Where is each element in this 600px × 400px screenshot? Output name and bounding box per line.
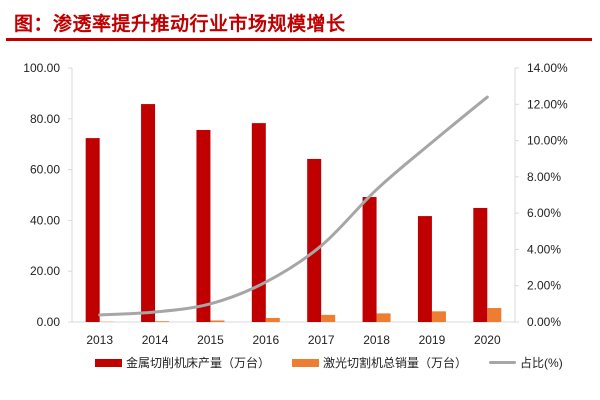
x-tick-label: 2019 [419, 333, 446, 347]
x-tick-label: 2018 [363, 333, 390, 347]
bar-metal-cutting [417, 216, 432, 322]
x-tick-label: 2016 [252, 333, 279, 347]
legend-item-series1: 金属切削机床产量（万台） [95, 354, 270, 371]
x-tick-label: 2014 [142, 333, 169, 347]
bar-laser-cutting [487, 308, 502, 322]
y-tick-label: 80.00 [30, 112, 60, 126]
legend-label: 占比(%) [520, 356, 563, 370]
y2-tick-label: 2.00% [527, 279, 561, 293]
y-tick-label: 20.00 [30, 264, 60, 278]
legend-label: 金属切削机床产量（万台） [126, 356, 271, 370]
x-tick-label: 2013 [86, 333, 113, 347]
x-tick-label: 2020 [474, 333, 501, 347]
y-tick-label: 100.00 [23, 61, 60, 75]
bar-metal-cutting [85, 138, 100, 322]
y2-tick-label: 4.00% [527, 242, 561, 256]
bar-metal-cutting [251, 123, 266, 322]
bar-laser-cutting [265, 317, 280, 322]
bar-laser-cutting [155, 321, 170, 322]
bar-laser-cutting [321, 314, 336, 322]
bar-metal-cutting [362, 197, 377, 322]
bar-laser-cutting [210, 320, 225, 322]
legend: 金属切削机床产量（万台） 激光切割机总销量（万台） 占比(%) [95, 354, 563, 371]
y-tick-label: 0.00 [37, 315, 61, 329]
bar-metal-cutting [196, 129, 211, 322]
y2-tick-label: 6.00% [527, 206, 561, 220]
y2-tick-label: 14.00% [527, 61, 568, 75]
bar-metal-cutting [307, 158, 322, 322]
y2-tick-label: 10.00% [527, 134, 568, 148]
y-tick-label: 40.00 [30, 213, 60, 227]
bar-laser-cutting [376, 313, 391, 322]
y2-tick-label: 8.00% [527, 170, 561, 184]
bar-laser-cutting [431, 311, 446, 322]
bar-metal-cutting [141, 104, 156, 323]
legend-item-series2: 激光切割机总销量（万台） [292, 354, 467, 371]
x-tick-label: 2017 [308, 333, 335, 347]
bar-metal-cutting [473, 207, 488, 322]
y-tick-label: 60.00 [30, 163, 60, 177]
chart-title: 图：渗透率提升推动行业市场规模增长 [14, 14, 346, 35]
y2-tick-label: 0.00% [527, 315, 561, 329]
y2-tick-label: 12.00% [527, 97, 568, 111]
x-tick-label: 2015 [197, 333, 224, 347]
title-underline [6, 38, 592, 41]
legend-item-series3: 占比(%) [489, 354, 563, 371]
line-share [98, 95, 489, 317]
legend-label: 激光切割机总销量（万台） [323, 356, 468, 370]
legend-swatch [95, 358, 122, 367]
legend-swatch [292, 358, 320, 367]
legend-swatch [489, 361, 517, 364]
